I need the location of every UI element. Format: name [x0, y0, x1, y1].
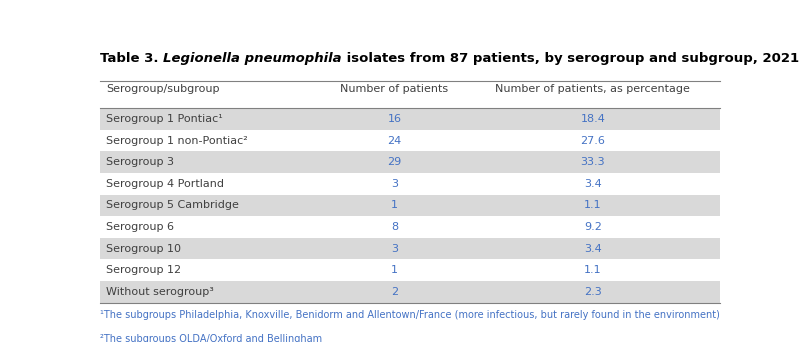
Text: ¹The subgroups Philadelphia, Knoxville, Benidorm and Allentown/France (more infe: ¹The subgroups Philadelphia, Knoxville, …	[100, 311, 720, 320]
Text: Serogroup 12: Serogroup 12	[106, 265, 182, 275]
Text: 2: 2	[391, 287, 398, 297]
Text: 27.6: 27.6	[581, 135, 606, 146]
Text: 3: 3	[391, 179, 398, 189]
Text: 1: 1	[391, 200, 398, 210]
Text: 9.2: 9.2	[584, 222, 602, 232]
Text: 33.3: 33.3	[581, 157, 606, 167]
Text: 1.1: 1.1	[584, 265, 602, 275]
Text: Serogroup 5 Cambridge: Serogroup 5 Cambridge	[106, 200, 239, 210]
Text: Serogroup 3: Serogroup 3	[106, 157, 174, 167]
Text: ²The subgroups OLDA/Oxford and Bellingham: ²The subgroups OLDA/Oxford and Bellingha…	[100, 334, 322, 342]
Text: Without serogroup³: Without serogroup³	[106, 287, 214, 297]
Text: 29: 29	[387, 157, 402, 167]
Text: Number of patients: Number of patients	[341, 84, 449, 94]
Bar	[100, 152, 720, 173]
Bar	[100, 238, 720, 259]
Text: Serogroup 1 Pontiac¹: Serogroup 1 Pontiac¹	[106, 114, 223, 124]
Text: 1.1: 1.1	[584, 200, 602, 210]
Text: 3.4: 3.4	[584, 244, 602, 253]
Text: 24: 24	[387, 135, 402, 146]
Bar	[100, 195, 720, 216]
Bar	[100, 108, 720, 130]
Text: 8: 8	[391, 222, 398, 232]
Bar	[100, 281, 720, 303]
Text: Legionella pneumophila: Legionella pneumophila	[163, 52, 342, 65]
Text: Serogroup 1 non-Pontiac²: Serogroup 1 non-Pontiac²	[106, 135, 248, 146]
Text: 16: 16	[387, 114, 402, 124]
Text: Table 3.: Table 3.	[100, 52, 163, 65]
Text: Serogroup/subgroup: Serogroup/subgroup	[106, 84, 220, 94]
Text: Number of patients, as percentage: Number of patients, as percentage	[495, 84, 690, 94]
Text: 3.4: 3.4	[584, 179, 602, 189]
Text: 2.3: 2.3	[584, 287, 602, 297]
Text: Serogroup 4 Portland: Serogroup 4 Portland	[106, 179, 224, 189]
Text: isolates from 87 patients, by serogroup and subgroup, 2021: isolates from 87 patients, by serogroup …	[342, 52, 799, 65]
Text: 1: 1	[391, 265, 398, 275]
Text: 18.4: 18.4	[581, 114, 606, 124]
Text: 3: 3	[391, 244, 398, 253]
Text: Serogroup 10: Serogroup 10	[106, 244, 181, 253]
Text: Serogroup 6: Serogroup 6	[106, 222, 174, 232]
